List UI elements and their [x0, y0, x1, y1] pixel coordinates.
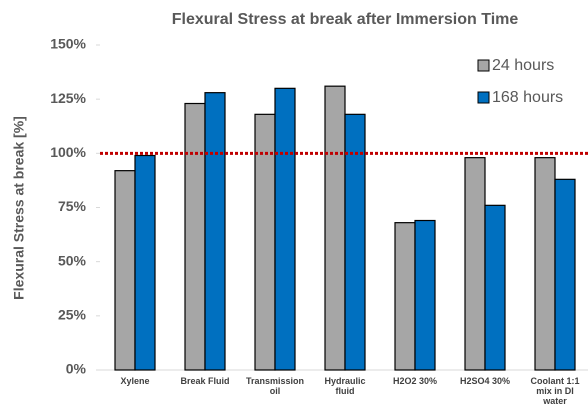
- x-tick-label: Xylene: [120, 376, 150, 386]
- bar: [274, 87, 296, 371]
- y-tick-label: 25%: [58, 307, 87, 323]
- y-tick-label: 100%: [50, 144, 86, 160]
- x-tick-label: Coolant 1:1 mix in DI water: [530, 376, 580, 405]
- bar: [344, 113, 366, 371]
- legend-label: 168 hours: [492, 89, 563, 106]
- bar: [184, 102, 206, 371]
- y-tick-label: 75%: [58, 198, 87, 214]
- x-tick-label: Break Fluid: [180, 376, 230, 386]
- x-tick-label: H2O2 30%: [392, 376, 438, 386]
- bar: [554, 178, 576, 371]
- x-tick-label: Hydraulic fluid: [324, 376, 366, 396]
- bar: [114, 170, 136, 371]
- y-axis-title: Flexural Stress at break [%]: [11, 116, 27, 300]
- bar: [394, 222, 416, 371]
- bar: [134, 154, 156, 371]
- legend-label: 24 hours: [492, 57, 554, 74]
- bar: [464, 157, 486, 371]
- legend-swatch: [477, 91, 490, 104]
- bar: [324, 85, 346, 371]
- bar: [534, 157, 556, 371]
- bar: [484, 204, 506, 371]
- bar: [204, 92, 226, 371]
- y-tick-label: 0%: [66, 361, 87, 377]
- x-tick-label: H2SO4 30%: [459, 376, 511, 386]
- bar: [414, 219, 436, 371]
- chart-title: Flexural Stress at break after Immersion…: [172, 11, 519, 28]
- y-tick-label: 125%: [50, 90, 86, 106]
- y-tick-label: 50%: [58, 252, 87, 268]
- legend-swatch: [477, 59, 490, 72]
- y-tick-label: 150%: [50, 36, 86, 52]
- x-tick-label: Transmission oil: [246, 376, 305, 396]
